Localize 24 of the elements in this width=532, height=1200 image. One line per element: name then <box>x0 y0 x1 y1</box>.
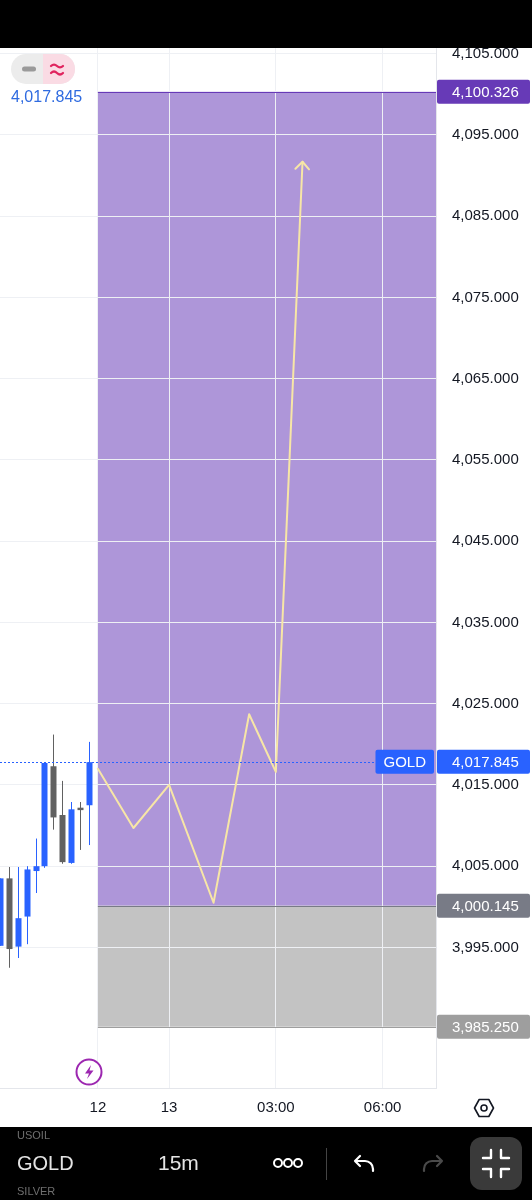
candlestick <box>33 838 40 894</box>
y-tick-label: 4,075.000 <box>452 287 519 305</box>
toolbar: USOIL GOLD SILVER 15m <box>0 1127 532 1200</box>
y-tick-label: 4,055.000 <box>452 450 519 468</box>
x-tick-label: 12 <box>89 1098 107 1116</box>
y-tick-label: 4,085.000 <box>452 206 519 224</box>
ref-line-label: 4,000.145 <box>452 896 519 914</box>
x-tick-label: 03:00 <box>257 1098 295 1116</box>
ref-line-label: GOLD <box>383 752 427 770</box>
ref-line-label: 4,100.326 <box>452 82 519 100</box>
y-tick-label: 4,045.000 <box>452 531 519 549</box>
y-tick-label: 4,105.000 <box>452 43 519 61</box>
y-tick-label: 4,035.000 <box>452 612 519 630</box>
y-tick-label: 4,015.000 <box>452 775 519 793</box>
ref-line-label: 3,985.250 <box>452 1017 519 1035</box>
y-tick-label: 4,025.000 <box>452 693 519 711</box>
x-tick-label: 13 <box>160 1098 178 1116</box>
x-tick-label: 06:00 <box>363 1098 402 1116</box>
annotation: 4,017.845 <box>11 87 83 106</box>
y-tick-label: 3,995.000 <box>452 937 519 955</box>
text: 4,017.845 <box>452 752 519 770</box>
y-tick-label: 4,095.000 <box>452 125 519 143</box>
y-tick-label: 4,065.000 <box>452 368 519 386</box>
y-tick-label: 4,005.000 <box>452 856 519 874</box>
